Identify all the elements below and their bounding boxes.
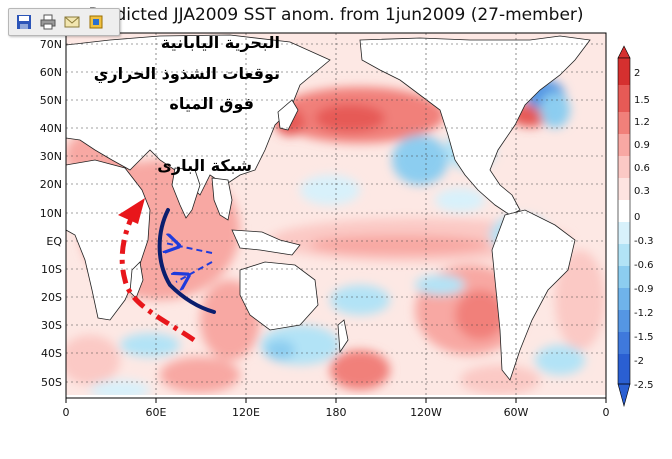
colorbar-top-arrow xyxy=(617,45,631,59)
red-arrowhead xyxy=(118,198,145,224)
lon-labels: 0 60E 120E 180 120W 60W 0 xyxy=(63,406,610,419)
colorbar-label: 0.6 xyxy=(634,163,650,174)
lat-label: 40S xyxy=(41,347,62,360)
print-icon[interactable] xyxy=(39,13,57,31)
toolbar xyxy=(8,8,120,36)
lat-label: 20S xyxy=(41,291,62,304)
lat-label: 30N xyxy=(40,150,62,163)
colorbar-label: -0.9 xyxy=(634,284,654,295)
lon-label: 60W xyxy=(504,406,529,419)
annotation-line-3: فوق المياه xyxy=(169,94,254,113)
export-icon[interactable] xyxy=(87,13,105,31)
lat-label: EQ xyxy=(46,235,62,248)
colorbar-label: -1.5 xyxy=(634,332,654,343)
colorbar-label: -2.5 xyxy=(634,380,654,391)
lat-label: 50N xyxy=(40,94,62,107)
lat-label: 20N xyxy=(40,178,62,191)
lat-label: 40N xyxy=(40,122,62,135)
map-grid xyxy=(66,33,606,398)
map-title: Predicted JJA2009 SST anom. from 1jun200… xyxy=(88,5,584,25)
land-masses xyxy=(66,34,606,398)
lon-label: 180 xyxy=(326,406,347,419)
annotation-line-2: توقعات الشذوذ الحراري xyxy=(93,64,280,83)
red-dashed-arrow xyxy=(119,208,196,343)
lon-label: 120E xyxy=(232,406,260,419)
annotation-line-4: شبكة البارى xyxy=(157,156,252,175)
lat-label: 50S xyxy=(41,376,62,389)
lon-label: 120W xyxy=(410,406,442,419)
lat-label: 10S xyxy=(41,263,62,276)
axis-ticks xyxy=(65,398,607,403)
lon-label: 60E xyxy=(146,406,167,419)
colorbar-bottom-arrow xyxy=(617,383,631,408)
colorbar-label: 1.2 xyxy=(634,117,650,128)
colorbar-label: 0 xyxy=(634,212,640,223)
annotation-line-1: البحرية اليابانية xyxy=(160,33,280,52)
save-icon[interactable] xyxy=(15,13,33,31)
colorbar-label: 1.5 xyxy=(634,95,650,106)
colorbar-label: 0.3 xyxy=(634,186,650,197)
colorbar-label: -1.2 xyxy=(634,308,654,319)
colorbar-label: -0.3 xyxy=(634,236,654,247)
colorbar-label: -2 xyxy=(634,356,644,367)
blue-dashed-arrow xyxy=(165,243,213,253)
navy-curve xyxy=(157,208,216,314)
colorbar xyxy=(617,45,631,408)
colorbar-label: 0.9 xyxy=(634,140,650,151)
colorbar-labels: 2 1.5 1.2 0.9 0.6 0.3 0 -0.3 -0.6 -0.9 -… xyxy=(634,68,654,391)
email-icon[interactable] xyxy=(63,13,81,31)
lon-label: 0 xyxy=(603,406,610,419)
lat-labels: 70N 60N 50N 40N 30N 20N 10N EQ 10S 20S 3… xyxy=(40,38,63,389)
lat-label: 60N xyxy=(40,66,62,79)
colorbar-label: 2 xyxy=(634,68,640,79)
lon-label: 0 xyxy=(63,406,70,419)
blue-dashed-arrow xyxy=(176,261,213,282)
colorbar-label: -0.6 xyxy=(634,260,654,271)
lat-label: 30S xyxy=(41,319,62,332)
lat-label: 10N xyxy=(40,207,62,220)
lat-label: 70N xyxy=(40,38,62,51)
